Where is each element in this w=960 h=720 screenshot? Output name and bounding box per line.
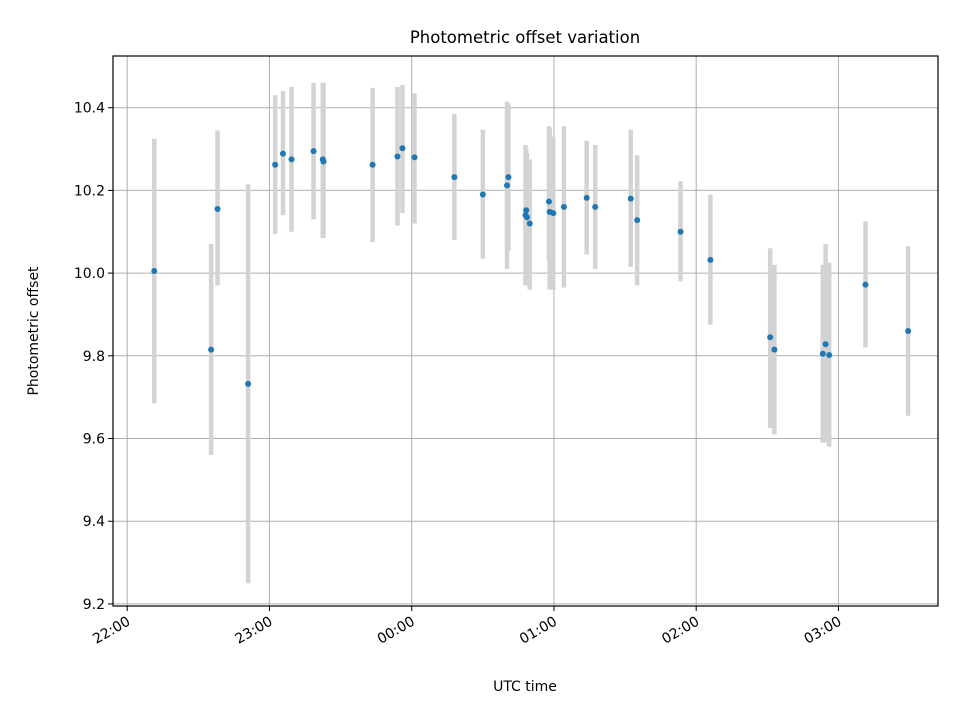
data-point xyxy=(826,351,833,358)
data-point xyxy=(905,328,912,334)
data-point xyxy=(526,220,533,227)
y-axis-label: Photometric offset xyxy=(26,266,42,396)
data-point xyxy=(550,210,557,217)
data-point xyxy=(208,346,215,353)
y-tick-label: 10.4 xyxy=(74,101,105,117)
data-point xyxy=(279,150,286,157)
data-point xyxy=(862,281,869,288)
data-point xyxy=(394,153,401,160)
data-point xyxy=(288,156,295,163)
y-tick-label: 10.2 xyxy=(74,183,105,199)
data-point xyxy=(245,380,252,387)
chart-title: Photometric offset variation xyxy=(410,28,640,47)
plot-frame xyxy=(112,55,939,607)
data-point xyxy=(320,158,327,165)
data-point xyxy=(592,203,599,210)
data-point xyxy=(560,203,567,210)
data-point xyxy=(369,161,376,168)
y-tick-label: 10.0 xyxy=(74,266,105,282)
data-point xyxy=(399,145,406,152)
data-point xyxy=(634,217,641,224)
x-axis-label: UTC time xyxy=(493,679,557,695)
data-point xyxy=(411,154,418,161)
data-point xyxy=(707,256,714,263)
data-point xyxy=(214,206,221,213)
y-tick-label: 9.2 xyxy=(83,597,105,613)
data-point xyxy=(523,207,530,214)
data-point xyxy=(771,346,778,353)
data-point xyxy=(627,195,634,202)
y-tick-label: 9.4 xyxy=(83,514,105,530)
data-point xyxy=(310,148,317,155)
point-layer xyxy=(151,145,912,387)
data-point xyxy=(451,174,458,181)
data-point xyxy=(819,350,826,357)
data-point xyxy=(545,198,552,205)
data-point xyxy=(505,174,512,181)
data-point xyxy=(523,214,530,221)
data-point xyxy=(151,268,158,275)
data-point xyxy=(677,228,684,235)
data-point xyxy=(504,182,511,189)
data-point xyxy=(583,194,590,201)
data-point xyxy=(767,334,774,341)
y-tick-label: 9.8 xyxy=(83,349,105,365)
y-tick-label: 9.6 xyxy=(83,432,105,448)
data-point xyxy=(479,191,486,198)
data-point xyxy=(272,161,279,168)
data-point xyxy=(822,341,829,348)
